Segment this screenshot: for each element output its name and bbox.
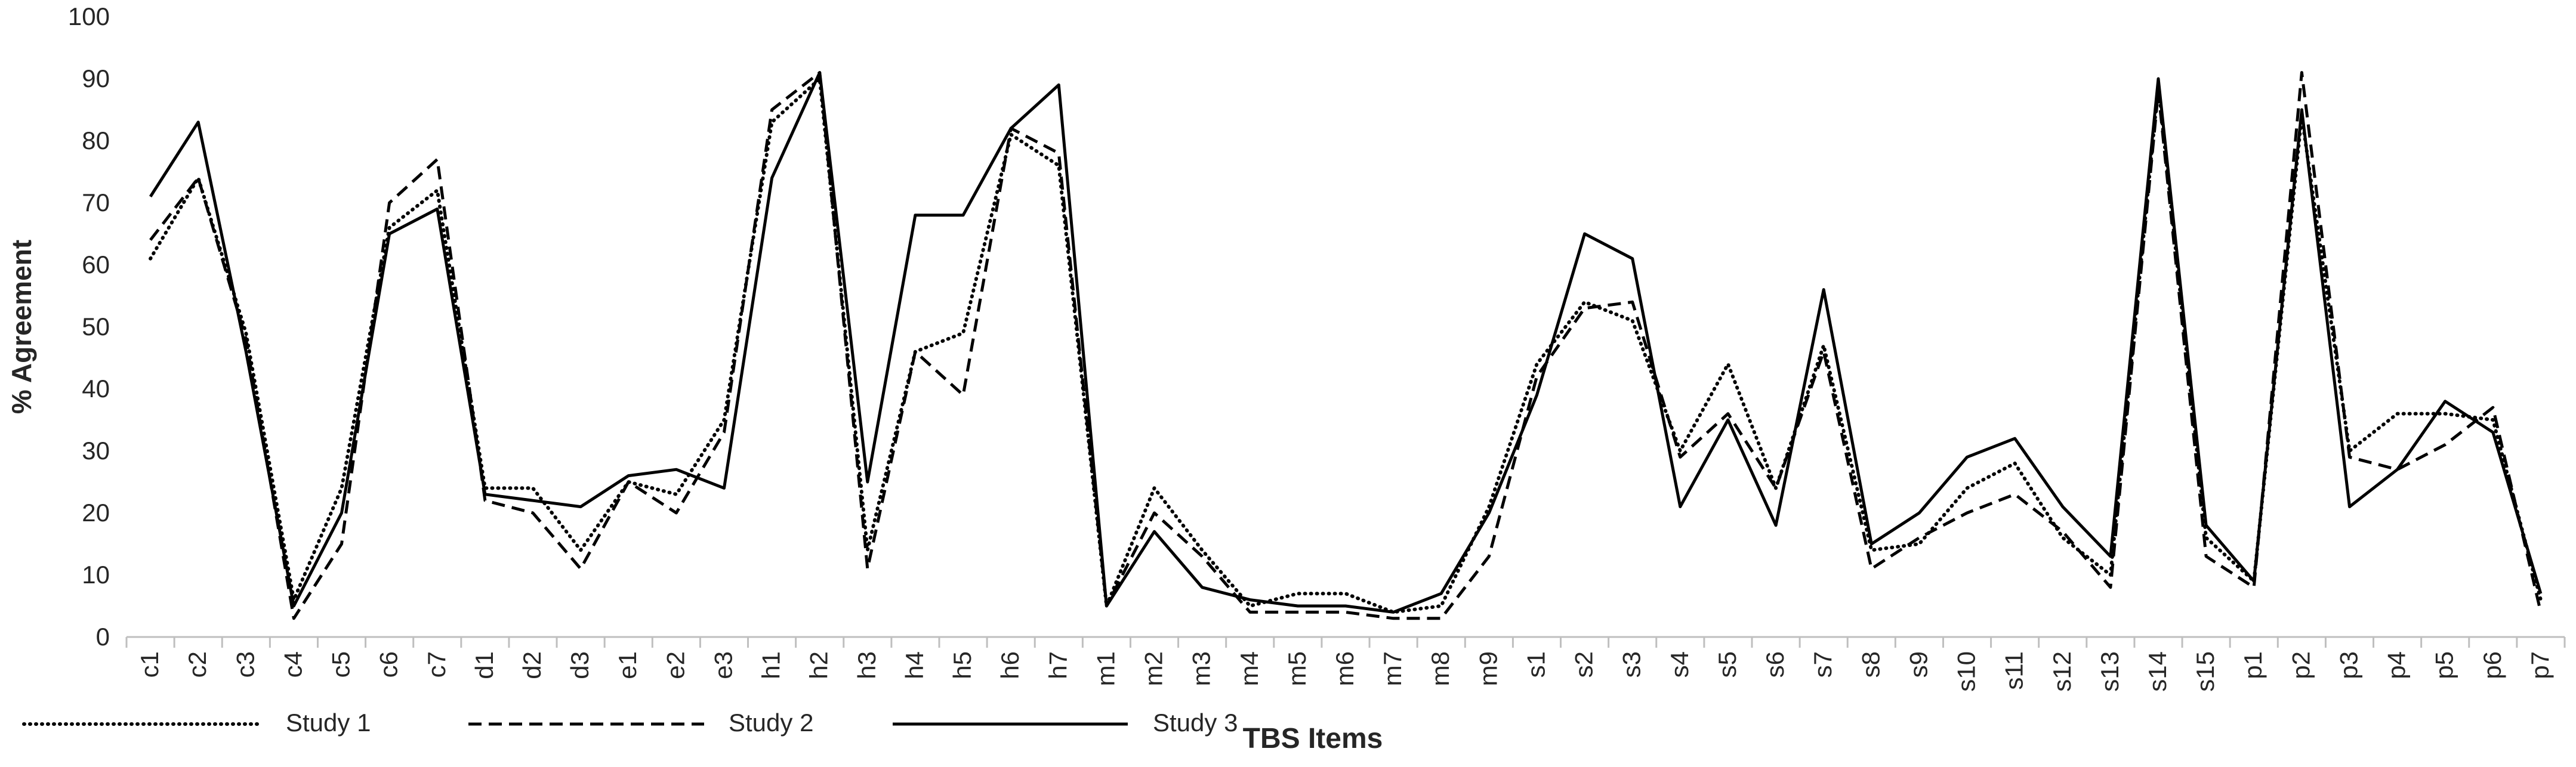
- legend-label-study-3: Study 3: [1153, 709, 1238, 737]
- x-axis-label: TBS Items: [1243, 723, 1383, 754]
- y-axis-label: % Agreement: [6, 240, 37, 414]
- series-lines: [149, 71, 2543, 620]
- y-tick-label: 40: [82, 375, 110, 403]
- x-tick-label: e3: [709, 651, 737, 679]
- x-tick-label: e1: [613, 651, 641, 679]
- x-tick-label: m7: [1378, 651, 1406, 686]
- series-line-study-2: [149, 71, 2543, 620]
- x-tick-label: c4: [279, 651, 307, 678]
- x-tick-label: s9: [1904, 651, 1932, 678]
- x-tick-label: h4: [900, 651, 928, 679]
- x-tick-label: s14: [2143, 651, 2171, 692]
- x-tick-label: c1: [135, 651, 163, 678]
- y-tick-label: 100: [68, 2, 110, 30]
- x-tick-label: e2: [661, 651, 689, 679]
- y-tick-label: 90: [82, 64, 110, 92]
- x-tick-label: d1: [470, 651, 498, 679]
- x-tick-label: p4: [2383, 651, 2411, 679]
- x-tick-label: s1: [1522, 651, 1550, 678]
- y-tick-label: 70: [82, 188, 110, 217]
- x-tick-label: c2: [183, 651, 211, 678]
- series-line-study-1: [149, 77, 2543, 614]
- legend: Study 1 Study 2 Study 3: [22, 709, 1238, 737]
- y-axis: 0 10 20 30 40 50 60 70 80 90 100: [68, 2, 110, 651]
- x-tick-label: h1: [757, 651, 785, 679]
- x-tick-label: s10: [1952, 651, 1980, 692]
- x-tick-label: p1: [2239, 651, 2267, 679]
- x-tick-label: p5: [2430, 651, 2458, 679]
- x-tick-label: d3: [566, 651, 594, 679]
- x-tick-label: p2: [2287, 651, 2315, 679]
- x-tick-label: c3: [231, 651, 259, 678]
- x-tick-label: s12: [2048, 651, 2076, 692]
- x-tick-label: m2: [1140, 651, 1168, 686]
- x-tick-label: c6: [375, 651, 403, 678]
- y-tick-label: 10: [82, 561, 110, 589]
- x-tick-label: s13: [2096, 651, 2124, 692]
- x-tick-label: m6: [1331, 651, 1359, 686]
- y-tick-label: 30: [82, 437, 110, 465]
- y-tick-label: 80: [82, 126, 110, 154]
- x-tick-label: m1: [1091, 651, 1119, 686]
- x-tick-label: m9: [1474, 651, 1502, 686]
- series-line-study-3: [149, 71, 2543, 614]
- x-tick-label: p3: [2334, 651, 2362, 679]
- x-tick-label: h7: [1044, 651, 1072, 679]
- x-tick-label: s5: [1713, 651, 1741, 678]
- x-tick-label: d2: [518, 651, 546, 679]
- y-tick-label: 50: [82, 313, 110, 341]
- x-tick-label: m8: [1426, 651, 1454, 686]
- x-tick-label: p6: [2478, 651, 2506, 679]
- x-axis: c1 c2 c3 c4 c5 c6 c7 d1 d2 d3 e1 e2 e3 h1 h2 h3 h4 h5 h6 h7…: [125, 636, 2566, 692]
- x-tick-label: c7: [422, 651, 451, 678]
- legend-label-study-1: Study 1: [286, 709, 371, 737]
- legend-label-study-2: Study 2: [729, 709, 813, 737]
- y-tick-label: 20: [82, 499, 110, 527]
- y-tick-label: 0: [96, 623, 110, 651]
- x-tick-label: s15: [2191, 651, 2219, 692]
- x-tick-label: s2: [1570, 651, 1598, 678]
- x-tick-label: s8: [1856, 651, 1884, 678]
- x-tick-label: h2: [805, 651, 833, 679]
- x-tick-label: p7: [2526, 651, 2554, 679]
- x-tick-label: c5: [327, 651, 355, 678]
- x-tick-label: s3: [1618, 651, 1646, 678]
- x-tick-label: h6: [996, 651, 1024, 679]
- x-tick-label: h3: [853, 651, 881, 679]
- x-tick-label: s7: [1809, 651, 1837, 678]
- x-tick-label: m3: [1187, 651, 1215, 686]
- x-tick-label: m5: [1283, 651, 1311, 686]
- x-tick-label: s6: [1761, 651, 1789, 678]
- y-tick-label: 60: [82, 250, 110, 279]
- x-tick-label: s4: [1665, 651, 1693, 678]
- x-tick-label: s11: [2000, 651, 2028, 690]
- x-tick-label: h5: [948, 651, 976, 679]
- x-tick-label: m4: [1235, 651, 1263, 686]
